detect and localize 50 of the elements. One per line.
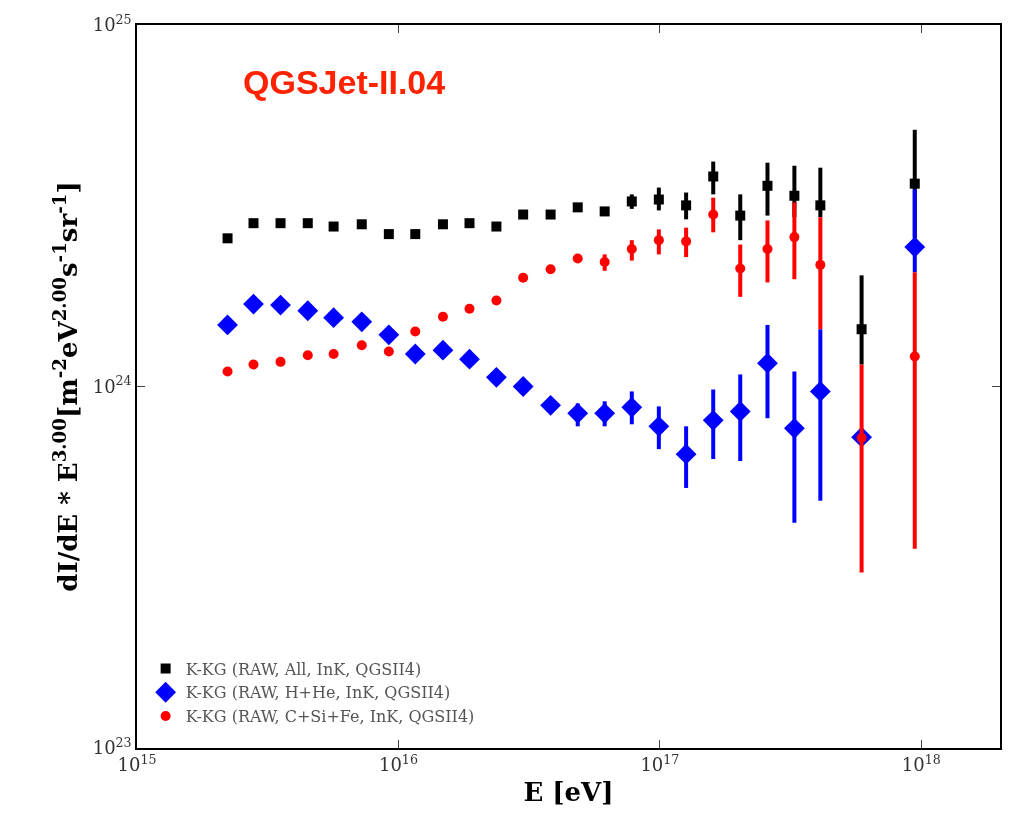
legend-label: K-KG (RAW, All, InK, QGSII4) — [185, 659, 422, 679]
point — [735, 263, 746, 274]
point — [243, 293, 264, 315]
point — [270, 294, 291, 316]
point — [323, 307, 345, 329]
point — [567, 402, 589, 424]
point — [297, 300, 319, 322]
point — [378, 324, 400, 346]
point — [708, 171, 719, 182]
x-tick-label: 10$^{15}$ — [117, 751, 157, 776]
x-axis-title: E [eV] — [523, 776, 614, 807]
point — [762, 180, 773, 191]
point — [512, 376, 534, 397]
point — [599, 257, 610, 267]
point — [486, 366, 507, 388]
point — [809, 381, 831, 402]
point — [681, 236, 692, 247]
point — [681, 200, 692, 211]
point — [621, 396, 643, 418]
point — [729, 401, 751, 422]
point — [594, 402, 616, 424]
x-tick-label: 10$^{16}$ — [378, 751, 418, 776]
point — [815, 200, 826, 211]
y-tick-label: 10$^{25}$ — [92, 11, 132, 36]
legend-label: K-KG (RAW, C+Si+Fe, InK, QGSII4) — [185, 707, 475, 727]
x-tick-label: 10$^{18}$ — [901, 751, 941, 776]
point — [789, 232, 800, 243]
point — [351, 311, 373, 333]
point — [540, 394, 561, 416]
point — [432, 339, 454, 361]
point — [648, 415, 670, 437]
point — [675, 443, 697, 465]
point — [708, 209, 719, 220]
point — [815, 259, 826, 270]
point — [789, 190, 800, 201]
point — [702, 409, 724, 431]
x-tick-label: 10$^{17}$ — [640, 751, 680, 776]
point — [757, 352, 778, 374]
legend-label: K-KG (RAW, H+He, InK, QGSII4) — [185, 683, 451, 703]
y-tick-label: 10$^{24}$ — [92, 373, 132, 397]
text: QGSJet-II.04 — [243, 63, 446, 101]
point — [653, 194, 664, 205]
point — [735, 210, 746, 221]
point — [404, 343, 426, 365]
point — [762, 244, 773, 255]
point — [459, 348, 480, 370]
point — [626, 244, 637, 255]
point — [217, 314, 238, 336]
point — [783, 417, 805, 439]
point — [653, 235, 664, 246]
